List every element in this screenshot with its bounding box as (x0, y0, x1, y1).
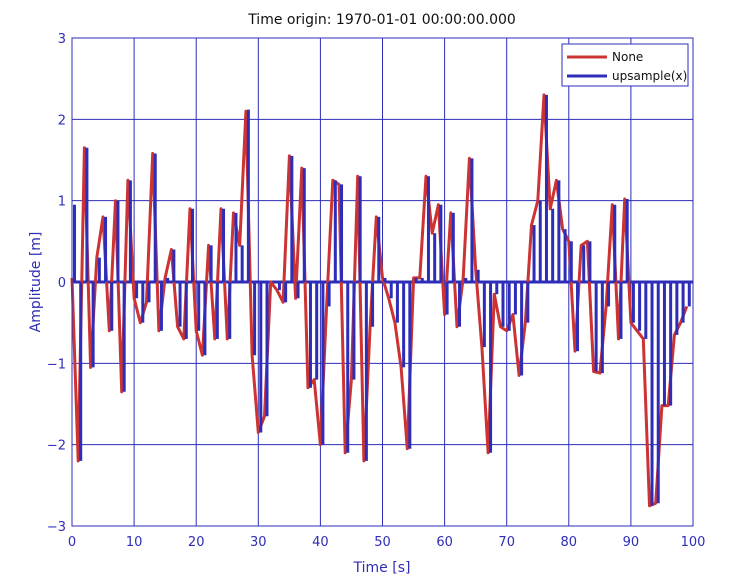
x-tick-label: 90 (623, 535, 640, 550)
y-axis-label: Amplitude [m] (28, 232, 44, 333)
y-tick-label: −3 (47, 520, 66, 535)
x-tick-label: 20 (188, 535, 205, 550)
y-tick-label: 0 (58, 276, 66, 291)
x-tick-label: 100 (681, 535, 706, 550)
plot-frame (71, 37, 694, 527)
y-tick-label: 2 (58, 113, 66, 128)
y-axis: −3 −2 −1 0 1 2 3 (47, 32, 66, 535)
x-tick-label: 60 (436, 535, 453, 550)
x-tick-label: 0 (68, 535, 76, 550)
y-tick-label: −1 (47, 357, 66, 372)
legend-label-none: None (612, 50, 643, 64)
x-axis-label: Time [s] (353, 560, 411, 576)
x-tick-label: 80 (561, 535, 578, 550)
y-tick-label: 1 (58, 195, 66, 210)
legend-box (561, 43, 689, 87)
x-tick-label: 40 (312, 535, 329, 550)
x-tick-label: 10 (126, 535, 143, 550)
series-upsample (73, 94, 691, 506)
y-tick-label: 3 (58, 32, 66, 47)
x-tick-label: 70 (498, 535, 515, 550)
plot-area (70, 37, 694, 527)
legend: None upsample(x) (561, 43, 689, 87)
x-axis: 0 10 20 30 40 50 60 70 80 90 100 (68, 535, 706, 550)
x-tick-label: 50 (374, 535, 391, 550)
legend-label-upsample: upsample(x) (612, 69, 687, 83)
chart-title: Time origin: 1970-01-01 00:00:00.000 (247, 12, 516, 28)
y-tick-label: −2 (47, 439, 66, 454)
x-tick-label: 30 (250, 535, 267, 550)
